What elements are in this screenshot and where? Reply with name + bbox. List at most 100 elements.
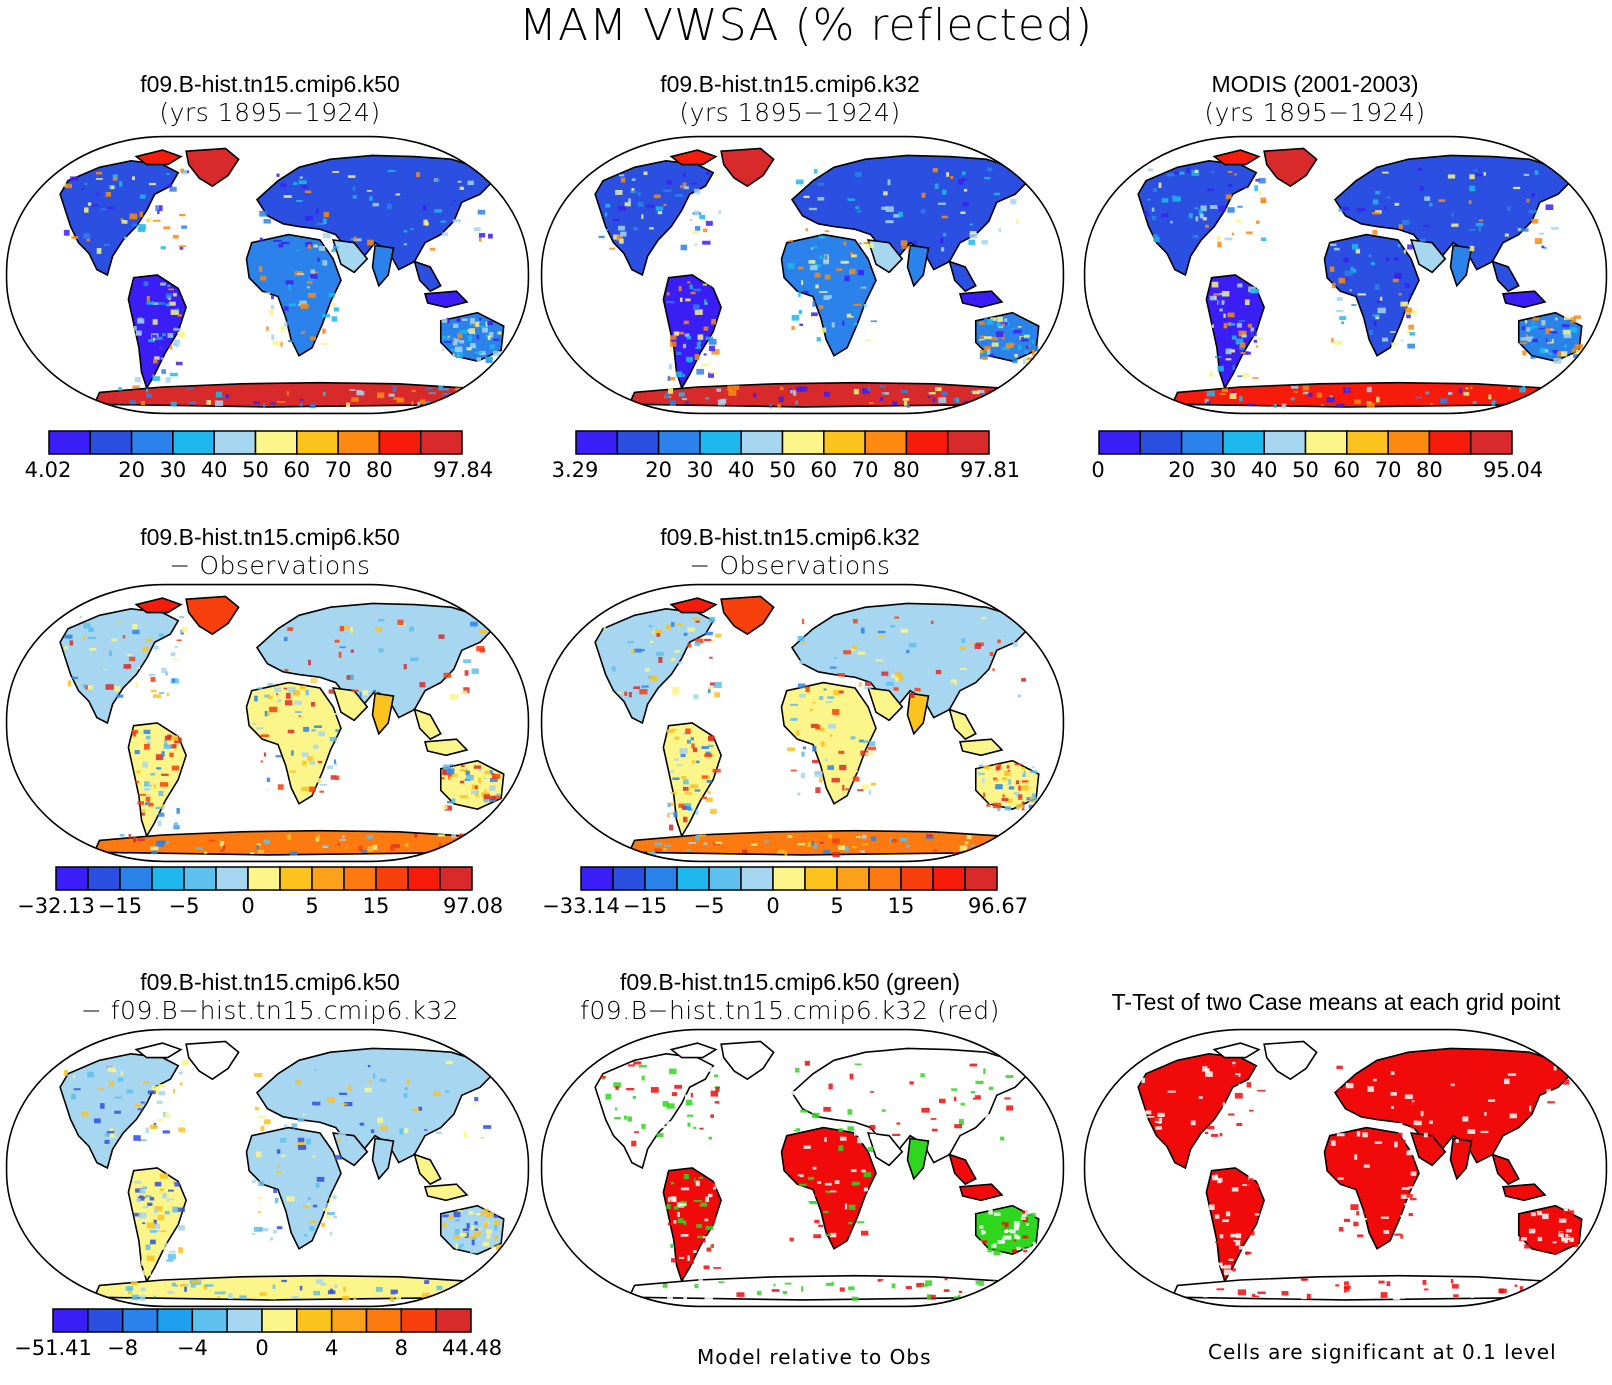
continent-arctic [134, 149, 183, 166]
continent-arabia [866, 687, 904, 722]
colorbar-tick-label: 3.29 [551, 458, 599, 482]
continent-india [371, 1137, 395, 1181]
colorbar-swatch [740, 430, 784, 455]
colorbar-tick-label: 0 [255, 1336, 269, 1360]
continent-eurasia [790, 154, 1030, 271]
colorbar-swatch [130, 430, 174, 455]
colorbar-swatch [439, 866, 473, 891]
colorbar-swatch [435, 1308, 472, 1333]
continent-africa [245, 1126, 342, 1250]
colorbar: −51.41 −8 −4 0 4 8 44.48 [14, 1308, 502, 1368]
panel-title-block: MODIS (2001-2003) (yrs 1895−1924) [1065, 70, 1565, 128]
map-outline [1083, 135, 1608, 415]
continent-eurasia [255, 154, 495, 271]
colorbar-swatch [781, 430, 825, 455]
colorbar-swatch [279, 866, 313, 891]
continent-india [1449, 244, 1473, 288]
colorbar-tick-label: 0 [1091, 458, 1105, 482]
continent-seasia [413, 708, 442, 741]
continent-india [906, 244, 930, 288]
colorbar-tick-label: −32.13 [17, 894, 95, 918]
world-map [540, 583, 1065, 863]
colorbar-tick-label: 20 [645, 458, 672, 482]
colorbar-swatch [191, 1308, 228, 1333]
colorbar-swatch [1139, 430, 1183, 455]
colorbar-swatch [183, 866, 217, 891]
colorbar: 0 20 30 40 50 60 70 80 95.04 [1091, 430, 1543, 490]
colorbar-swatch [87, 866, 121, 891]
colorbar-swatch [676, 866, 710, 891]
colorbar-tick-label: −51.41 [14, 1336, 92, 1360]
colorbar-swatch [1222, 430, 1265, 455]
continent-arabia [331, 239, 369, 274]
colorbar-tick-label: 97.81 [959, 458, 1021, 482]
colorbar-swatch [1180, 430, 1224, 455]
colorbar-tick-label: 80 [1416, 458, 1443, 482]
continent-indonesia [958, 290, 1004, 309]
colorbar-swatch [946, 430, 990, 455]
colorbar-swatch [708, 866, 742, 891]
colorbar-swatch [87, 1308, 124, 1333]
colorbar-swatch [1428, 430, 1472, 455]
continent-indonesia [958, 738, 1004, 757]
field-texture [1141, 1061, 1580, 1300]
continent-india [371, 244, 395, 288]
colorbar-swatch [156, 1308, 194, 1333]
continent-seasia [1491, 260, 1520, 293]
colorbar-tick-label: −8 [107, 1336, 139, 1360]
continent-seasia [1491, 1153, 1520, 1186]
colorbar-tick-label: 4 [324, 1336, 339, 1360]
field-texture [603, 616, 1038, 858]
colorbar-tick-label: 30 [1209, 458, 1237, 482]
panel-title: f09.B-hist.tn15.cmip6.k50 [140, 71, 400, 97]
colorbar-swatch [261, 1308, 298, 1333]
colorbar: −33.14 −15 −5 0 5 15 96.67 [542, 866, 1028, 926]
colorbar-tick-label: 95.04 [1482, 458, 1544, 482]
panel-title: f09.B-hist.tn15.cmip6.k32 [660, 71, 920, 97]
map-outline [540, 135, 1065, 415]
colorbar-swatches [55, 866, 473, 891]
continent-indonesia [1501, 1183, 1547, 1202]
field-texture [600, 1060, 1037, 1301]
colorbar-swatch [1263, 430, 1307, 455]
colorbar-swatch [900, 866, 934, 891]
continent-indonesia [423, 290, 469, 309]
continent-greenland [720, 1040, 775, 1081]
colorbar-tick-label: 70 [324, 458, 352, 482]
colorbar-tick-label: 0 [766, 894, 780, 918]
continent-indonesia [423, 738, 469, 757]
continent-eurasia [790, 602, 1030, 719]
colorbar-tick-label: 5 [830, 894, 844, 918]
world-map [540, 1028, 1065, 1308]
continent-samerica [662, 1167, 722, 1283]
colorbar-swatch [89, 430, 133, 455]
continent-seasia [948, 260, 977, 293]
colorbar-tick-label: 44.48 [441, 1336, 503, 1360]
colorbar-tick-label: 40 [200, 458, 228, 482]
colorbar-tick-label: −15 [97, 894, 143, 918]
field-texture [64, 615, 501, 857]
panel-title: f09.B-hist.tn15.cmip6.k50 [140, 524, 400, 550]
colorbar-swatch [407, 866, 441, 891]
colorbar-swatch [868, 866, 902, 891]
continent-greenland [1263, 147, 1318, 188]
colorbar-swatch [740, 866, 774, 891]
panel-subtitle: − f09.B−hist.tn15.cmip6.k32 [80, 996, 460, 1025]
colorbar-swatches [52, 1308, 472, 1333]
continent-greenland [1263, 1040, 1318, 1081]
map-outline [1083, 1028, 1608, 1308]
colorbar-swatch [864, 430, 908, 455]
continent-greenland [185, 1040, 240, 1081]
colorbar-tick-label: 80 [893, 458, 920, 482]
continent-eurasia [1333, 154, 1573, 271]
colorbar-tick-label: −15 [622, 894, 668, 918]
continent-arctic [1212, 149, 1261, 166]
colorbar-swatch [612, 866, 646, 891]
map-outline [5, 583, 530, 863]
panel-title: T-Test of two Case means at each grid po… [1111, 989, 1561, 1015]
colorbar-tick-label: 20 [1168, 458, 1195, 482]
colorbar-tick-label: −33.14 [542, 894, 620, 918]
panel-subtitle: f09.B−hist.tn15.cmip6.k32 (red) [580, 996, 1000, 1025]
continent-seasia [413, 1153, 442, 1186]
colorbar-swatch [48, 430, 92, 455]
